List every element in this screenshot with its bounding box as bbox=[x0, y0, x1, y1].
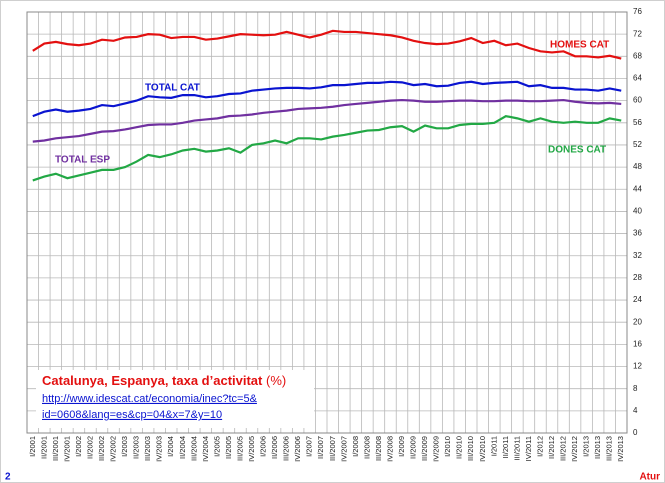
x-tick-label: I/2012 bbox=[535, 436, 544, 457]
y-tick-label: 56 bbox=[633, 118, 642, 127]
x-tick-label: IV/2001 bbox=[62, 436, 71, 462]
series-line bbox=[32, 98, 622, 143]
y-tick-label: 60 bbox=[633, 96, 642, 105]
x-tick-label: III/2008 bbox=[374, 436, 383, 461]
y-tick-label: 52 bbox=[633, 140, 642, 149]
y-tick-label: 4 bbox=[633, 406, 638, 415]
x-tick-label: III/2011 bbox=[512, 436, 521, 460]
x-tick-label: I/2006 bbox=[259, 436, 268, 457]
x-tick-label: III/2010 bbox=[466, 436, 475, 461]
y-tick-label: 8 bbox=[633, 384, 638, 393]
y-tick-label: 48 bbox=[633, 162, 642, 171]
x-tick-label: III/2003 bbox=[143, 436, 152, 461]
x-tick-label: IV/2013 bbox=[616, 436, 625, 462]
x-tick-label: I/2002 bbox=[74, 436, 83, 457]
x-tick-label: III/2007 bbox=[328, 436, 337, 461]
y-tick-label: 16 bbox=[633, 339, 642, 348]
x-tick-label: IV/2003 bbox=[155, 436, 164, 462]
y-tick-label: 24 bbox=[633, 295, 642, 304]
info-box bbox=[36, 370, 314, 428]
source-link[interactable]: http://www.idescat.cat/economia/inec?tc=… bbox=[42, 393, 258, 405]
y-tick-label: 44 bbox=[633, 184, 642, 193]
x-tick-label: II/2007 bbox=[316, 436, 325, 459]
x-tick-label: IV/2012 bbox=[570, 436, 579, 462]
x-tick-label: II/2001 bbox=[39, 436, 48, 459]
x-tick-label: III/2009 bbox=[420, 436, 429, 461]
x-tick-label: IV/2005 bbox=[247, 436, 256, 462]
x-tick-label: III/2012 bbox=[559, 436, 568, 461]
x-tick-label: I/2003 bbox=[120, 436, 129, 457]
x-tick-label: IV/2006 bbox=[293, 436, 302, 462]
x-tick-label: III/2005 bbox=[235, 436, 244, 461]
y-tick-label: 12 bbox=[633, 362, 642, 371]
x-tick-label: II/2002 bbox=[85, 436, 94, 459]
x-tick-label: III/2001 bbox=[51, 436, 60, 461]
x-tick-label: II/2009 bbox=[409, 436, 418, 459]
x-tick-label: I/2001 bbox=[28, 436, 37, 457]
x-tick-label: I/2010 bbox=[443, 436, 452, 457]
x-tick-label: II/2008 bbox=[362, 436, 371, 459]
plot-frame bbox=[26, 11, 628, 434]
x-tick-label: II/2013 bbox=[593, 436, 602, 459]
x-tick-label: II/2005 bbox=[224, 436, 233, 459]
x-tick-label: IV/2008 bbox=[385, 436, 394, 462]
y-tick-label: 28 bbox=[633, 273, 642, 282]
x-tick-label: IV/2002 bbox=[109, 436, 118, 462]
chart-title: Catalunya, Espanya, taxa d’activitat (%) bbox=[42, 373, 286, 388]
series-line bbox=[32, 29, 622, 60]
y-tick-label: 76 bbox=[633, 7, 642, 16]
y-tick-label: 36 bbox=[633, 229, 642, 238]
x-tick-label: III/2006 bbox=[282, 436, 291, 461]
source-link[interactable]: id=0608&lang=es&cp=04&x=7&y=10 bbox=[42, 409, 222, 421]
x-tick-label: I/2005 bbox=[212, 436, 221, 457]
page-number: 2 bbox=[5, 472, 11, 483]
series-label: TOTAL ESP bbox=[55, 155, 110, 166]
x-tick-label: II/2011 bbox=[501, 436, 510, 458]
x-tick-label: II/2004 bbox=[178, 436, 187, 459]
x-tick-label: II/2006 bbox=[270, 436, 279, 459]
title-unit: (%) bbox=[266, 373, 286, 388]
series-line bbox=[32, 80, 622, 118]
x-tick-label: IV/2007 bbox=[339, 436, 348, 462]
x-tick-label: I/2008 bbox=[351, 436, 360, 457]
x-tick-label: IV/2009 bbox=[432, 436, 441, 462]
x-tick-label: III/2002 bbox=[97, 436, 106, 461]
x-tick-label: III/2013 bbox=[605, 436, 614, 461]
x-tick-label: III/2004 bbox=[189, 436, 198, 461]
x-tick-label: IV/2011 bbox=[524, 436, 533, 461]
x-tick-label: I/2013 bbox=[582, 436, 591, 457]
y-tick-label: 40 bbox=[633, 207, 642, 216]
x-tick-label: I/2009 bbox=[397, 436, 406, 457]
series-label: TOTAL CAT bbox=[145, 83, 200, 94]
y-tick-label: 64 bbox=[633, 74, 642, 83]
x-tick-label: IV/2004 bbox=[201, 436, 210, 462]
series-line bbox=[32, 114, 622, 182]
series-label: DONES CAT bbox=[548, 145, 606, 156]
x-tick-label: II/2010 bbox=[455, 436, 464, 459]
y-tick-label: 0 bbox=[633, 428, 638, 437]
x-tick-label: II/2003 bbox=[132, 436, 141, 459]
series-label: HOMES CAT bbox=[550, 40, 609, 51]
y-tick-label: 72 bbox=[633, 29, 642, 38]
title-main: Catalunya, Espanya, taxa d’activitat bbox=[42, 373, 263, 388]
y-tick-label: 68 bbox=[633, 51, 642, 60]
y-tick-label: 32 bbox=[633, 251, 642, 260]
x-tick-label: II/2012 bbox=[547, 436, 556, 459]
x-tick-label: I/2004 bbox=[166, 436, 175, 457]
x-tick-label: I/2007 bbox=[305, 436, 314, 457]
x-tick-label: I/2011 bbox=[489, 436, 498, 456]
footer: Atur bbox=[639, 472, 660, 483]
y-tick-label: 20 bbox=[633, 317, 642, 326]
x-tick-label: IV/2010 bbox=[478, 436, 487, 462]
